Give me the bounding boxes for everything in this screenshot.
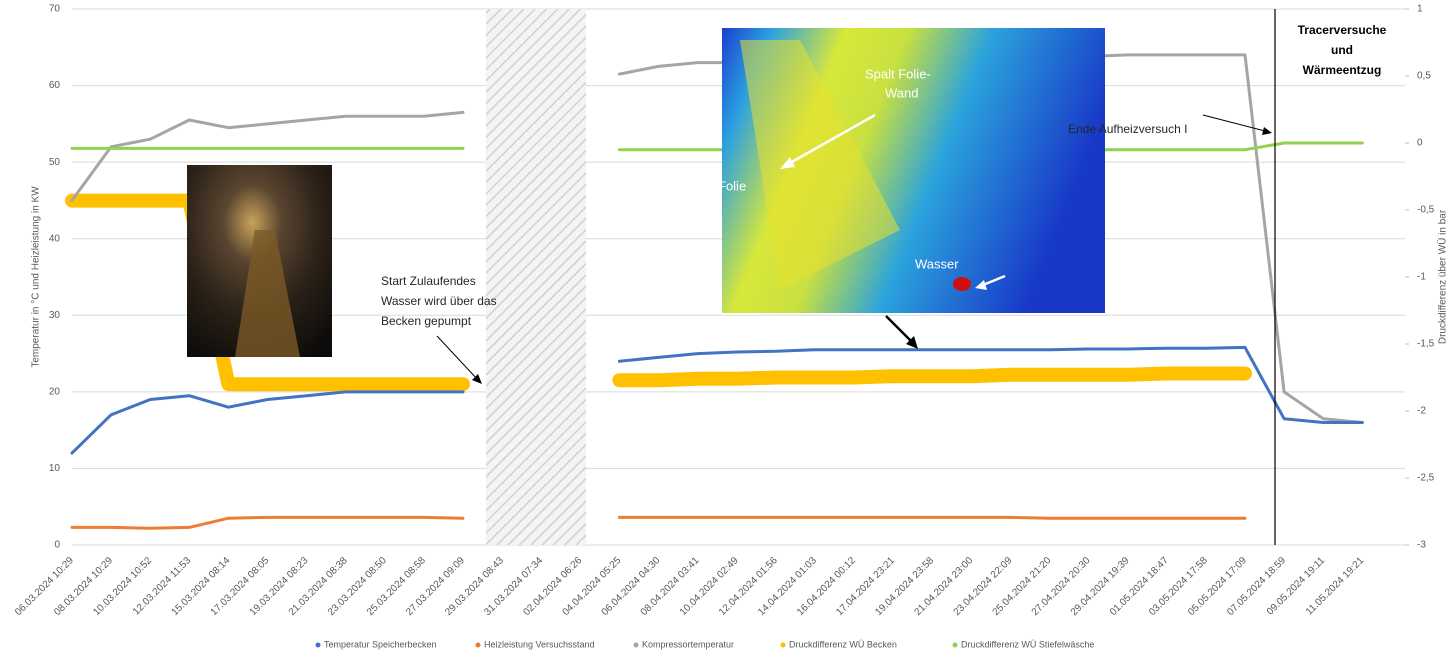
arrowhead bbox=[1262, 127, 1272, 135]
legend-marker bbox=[953, 643, 958, 648]
legend-label: Druckdifferenz WÜ Stiefelwäsche bbox=[961, 639, 1094, 649]
y2-tick-label: -2 bbox=[1417, 406, 1426, 417]
y2-tick-label: -3 bbox=[1417, 540, 1426, 551]
y2-tick-label: -2,5 bbox=[1417, 473, 1435, 484]
annotation: Wasser bbox=[915, 256, 959, 271]
y2-tick-label: -1,5 bbox=[1417, 339, 1435, 350]
legend-label: Temperatur Speicherbecken bbox=[324, 639, 437, 649]
y2-tick-label: -0,5 bbox=[1417, 205, 1435, 216]
y-tick-label: 60 bbox=[49, 80, 61, 91]
arrow bbox=[1203, 115, 1265, 131]
legend-marker bbox=[634, 643, 639, 648]
annotation: Becken gepumpt bbox=[381, 314, 472, 328]
y2-tick-label: 0 bbox=[1417, 138, 1423, 149]
legend-label: Druckdifferenz WÜ Becken bbox=[789, 639, 897, 649]
annotation: Folie bbox=[718, 178, 746, 193]
annotation: Start Zulaufendes bbox=[381, 274, 476, 288]
y-axis-label: Temperatur in °C und Heizleistung in KW bbox=[31, 186, 42, 368]
y-tick-label: 10 bbox=[49, 463, 61, 474]
y-tick-label: 70 bbox=[49, 4, 61, 15]
y-tick-label: 30 bbox=[49, 310, 61, 321]
series-line bbox=[72, 517, 1245, 528]
y2-tick-label: 0,5 bbox=[1417, 71, 1431, 82]
chart: Start Zulaufendes Wasser wird über das Bec… bbox=[0, 0, 1450, 655]
legend-label: Kompressortemperatur bbox=[642, 639, 734, 649]
annotation: Tracerversuche bbox=[1298, 23, 1387, 37]
y2-axis-label: Druckdifferenz über WÜ in bar bbox=[1437, 209, 1449, 344]
annotation: Wärmeentzug bbox=[1303, 63, 1382, 77]
y-tick-label: 0 bbox=[54, 540, 60, 551]
arrow bbox=[886, 316, 913, 343]
series-line bbox=[72, 143, 1362, 150]
annotation: Wand bbox=[885, 85, 918, 100]
y-tick-label: 20 bbox=[49, 386, 61, 397]
gap-region bbox=[486, 9, 586, 545]
legend-marker bbox=[476, 643, 481, 648]
y-tick-label: 50 bbox=[49, 157, 61, 168]
annotation: Spalt Folie- bbox=[865, 66, 931, 81]
legend-marker bbox=[316, 643, 321, 648]
y2-tick-label: -1 bbox=[1417, 272, 1426, 283]
legend-label: Heizleistung Versuchsstand bbox=[484, 639, 595, 649]
y2-tick-label: 1 bbox=[1417, 4, 1423, 15]
annotation: Wasser wird über das bbox=[381, 294, 497, 308]
annotation: und bbox=[1331, 43, 1353, 57]
legend-marker bbox=[781, 643, 786, 648]
arrow bbox=[437, 336, 478, 380]
y-tick-label: 40 bbox=[49, 233, 61, 244]
thermal-water bbox=[953, 277, 971, 291]
annotation: Ende Aufheizversuch I bbox=[1068, 122, 1187, 136]
series-line bbox=[72, 347, 1362, 453]
